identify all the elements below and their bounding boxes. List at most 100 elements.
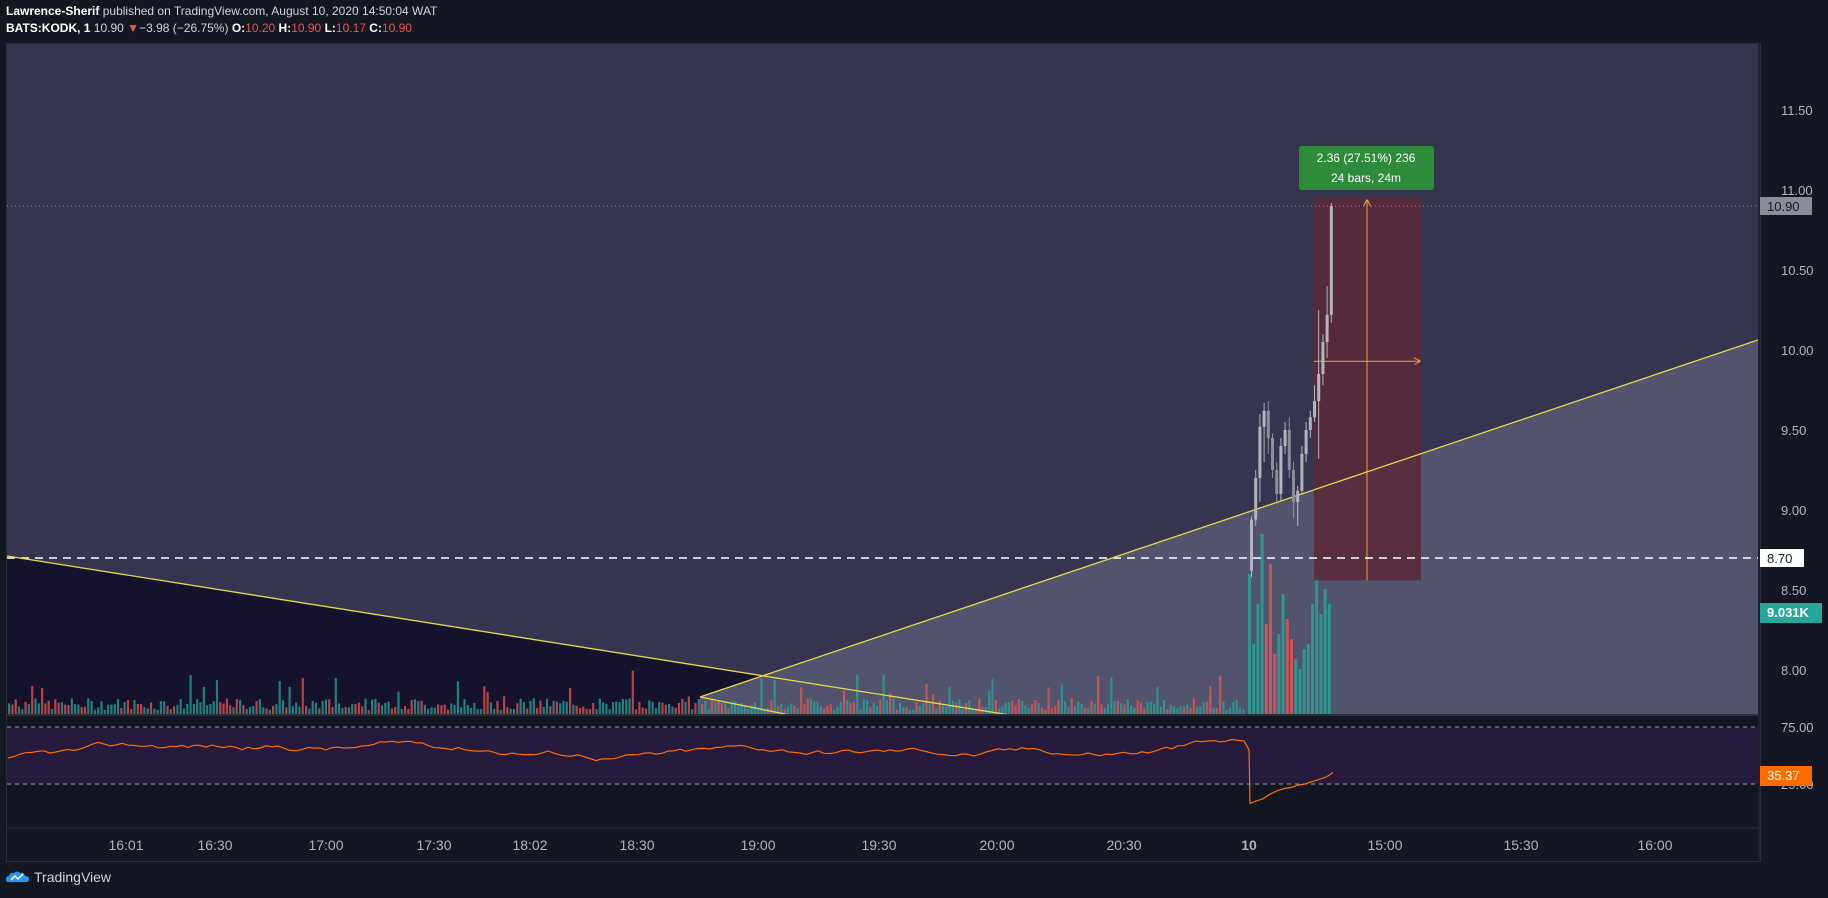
author-name[interactable]: Lawrence-Sherif (6, 4, 100, 18)
candle-body (1292, 470, 1295, 502)
tradingview-cloud-icon (6, 871, 29, 882)
price-tick-3: 10.00 (1781, 343, 1814, 358)
time-tick-1: 16:30 (197, 837, 232, 853)
volume-bar (727, 708, 730, 714)
volume-bar (268, 709, 271, 714)
price-tick-4: 9.50 (1781, 423, 1806, 438)
volume-bar (1057, 699, 1060, 714)
volume-bar (430, 707, 433, 714)
volume-bar (562, 700, 565, 714)
volume-bar (899, 702, 902, 714)
volume-bar (1139, 702, 1143, 714)
volume-bar (595, 709, 598, 714)
volume-bar (288, 686, 291, 714)
candle-body (1308, 417, 1312, 430)
volume-bar (453, 704, 456, 714)
volume-bar (536, 707, 539, 714)
volume-bar (730, 701, 733, 714)
volume-bar (116, 699, 120, 714)
volume-bar (1298, 669, 1302, 714)
volume-bar (578, 708, 582, 714)
volume-bar (572, 704, 575, 714)
volume-bar (796, 708, 799, 714)
volume-bar (209, 703, 212, 714)
volume-bar (532, 698, 535, 714)
last-price-tag-text: 10.90 (1767, 199, 1800, 214)
volume-bar (470, 707, 473, 714)
time-tick-0: 16:01 (108, 837, 143, 853)
candle-body (1325, 314, 1329, 342)
volume-bar (565, 701, 568, 714)
hline-tag: 8.70 (1760, 549, 1804, 567)
volume-bar (60, 702, 63, 714)
volume-bar (1306, 644, 1310, 714)
volume-bar (1248, 574, 1251, 714)
volume-bar (489, 702, 492, 714)
measure-label-box (1299, 146, 1434, 190)
volume-bar (143, 707, 146, 714)
volume-bar (423, 704, 426, 714)
candle-body (1313, 401, 1316, 418)
volume-bar (750, 705, 753, 714)
volume-bar (793, 705, 796, 714)
volume-bar (747, 708, 750, 714)
time-tick-10: 10 (1241, 837, 1257, 853)
volume-bar (674, 707, 677, 714)
volume-bar (202, 686, 205, 714)
volume-bar (34, 698, 37, 714)
last-price: 10.90 (93, 21, 124, 35)
volume-bar (1302, 649, 1306, 714)
volume-bar (308, 708, 311, 714)
close-value: 10.90 (381, 21, 412, 35)
time-tick-4: 18:02 (512, 837, 547, 853)
volume-bar (321, 700, 324, 714)
symbol-label[interactable]: BATS:KODK, 1 (6, 21, 91, 35)
volume-bar (839, 702, 842, 714)
volume-bar (24, 701, 27, 714)
volume-bar (235, 699, 238, 714)
volume-bar (694, 703, 697, 714)
volume-bar (301, 678, 304, 714)
volume-bar (331, 707, 334, 714)
volume-bar (641, 707, 644, 714)
tradingview-footer[interactable]: TradingView (6, 869, 111, 885)
volume-bar (1007, 702, 1011, 714)
volume-bar (1126, 698, 1129, 714)
chart-frame (6, 43, 1761, 862)
volume-bar (1315, 574, 1319, 714)
volume-bar (1149, 702, 1152, 714)
candle-body (1317, 374, 1321, 402)
volume-bar (1143, 708, 1146, 714)
time-axis[interactable]: 16:01 16:30 17:00 17:30 18:02 18:30 19:00 19:30… (108, 837, 1672, 853)
trendline-ascending[interactable] (699, 339, 1758, 698)
volume-bar (361, 706, 364, 714)
price-axis[interactable]: 11.50 11.00 10.50 10.00 9.50 9.00 8.50 8.00 (1781, 103, 1814, 678)
volume-bar (74, 704, 77, 714)
volume-bar (1260, 534, 1264, 714)
rsi-tick-0: 75.00 (1781, 720, 1814, 735)
volume-bar (1044, 709, 1047, 714)
trendline-lower[interactable] (699, 696, 790, 715)
trendline-descending[interactable] (7, 555, 1010, 715)
price-tick-6: 8.50 (1781, 583, 1806, 598)
volume-bar (199, 702, 202, 714)
volume-bar (651, 701, 654, 714)
volume-bar (717, 700, 720, 714)
volume-bar (324, 699, 327, 714)
volume-bar (984, 706, 987, 714)
volume-bar (146, 708, 149, 714)
volume-bar (1001, 706, 1004, 714)
candle-body (1279, 446, 1283, 494)
volume-bar (902, 707, 905, 714)
volume-bar (862, 699, 865, 714)
volume-bar (542, 707, 545, 714)
volume-bar (866, 700, 869, 714)
volume-bar (163, 701, 166, 714)
volume-bar (714, 701, 717, 714)
volume-bar (367, 709, 370, 714)
volume-bar (14, 699, 17, 714)
volume-bar (107, 704, 110, 714)
close-label: C: (369, 21, 382, 35)
volume-bar (1050, 708, 1053, 714)
